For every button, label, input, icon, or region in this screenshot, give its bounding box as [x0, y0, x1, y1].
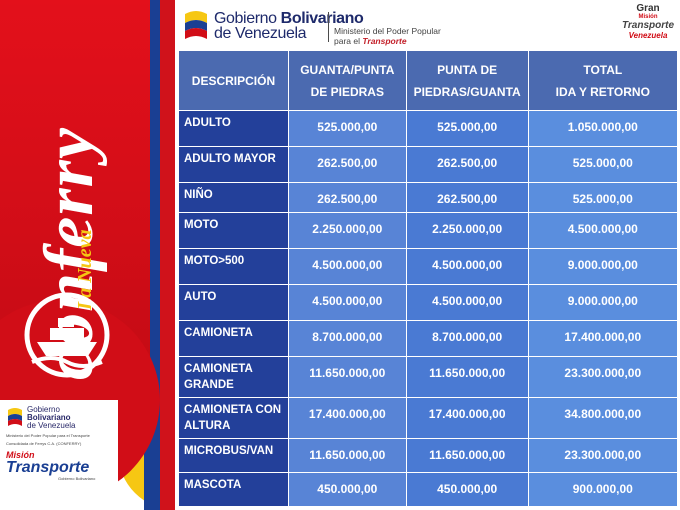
row-total: 34.800.000,00 [527, 397, 679, 439]
gran-line2: Misión [638, 14, 658, 20]
row-description: ADULTO [178, 110, 289, 147]
table-row: CAMIONETA 8.700.000,00 8.700.000,00 17.4… [178, 320, 679, 357]
row-total: 525.000,00 [527, 146, 679, 183]
table-header-row: DESCRIPCIÓN GUANTA/PUNTA DE PIEDRAS PUNT… [178, 50, 679, 111]
header-punta-guanta: PUNTA DE PIEDRAS/GUANTA [405, 50, 529, 111]
row-guanta-punta: 262.500,00 [287, 146, 407, 183]
footer-mision-label: Misión [6, 450, 35, 460]
row-guanta-punta: 450.000,00 [287, 472, 407, 507]
row-total: 4.500.000,00 [527, 212, 679, 249]
row-punta-guanta: 262.500,00 [405, 182, 529, 213]
row-total: 9.000.000,00 [527, 248, 679, 285]
row-guanta-punta: 2.250.000,00 [287, 212, 407, 249]
row-guanta-punta: 11.650.000,00 [287, 438, 407, 473]
table-row: MASCOTA 450.000,00 450.000,00 900.000,00 [178, 472, 679, 507]
footer-gov-line2: Bolivariano [27, 413, 71, 422]
row-description: CAMIONETA GRANDE [178, 356, 289, 398]
row-punta-guanta: 8.700.000,00 [405, 320, 529, 357]
gran-line4: Venezuela [628, 31, 668, 40]
row-punta-guanta: 525.000,00 [405, 110, 529, 147]
header-col2-line1: PUNTA DE [437, 62, 498, 77]
row-description: CAMIONETA [178, 320, 289, 357]
footer-consorcio-text: Consolidada de Ferrys C.A. (CONFERRY) [6, 441, 82, 446]
footer-ministry-text: Ministerio del Poder Popular para el Tra… [6, 433, 90, 438]
row-total: 23.300.000,00 [527, 438, 679, 473]
brand-sidebar: conferry La Nueva Gobierno Bolivariano d… [0, 0, 175, 510]
header-col3-line2: IDA Y RETORNO [555, 84, 650, 99]
table-row: ADULTO MAYOR 262.500,00 262.500,00 525.0… [178, 146, 679, 183]
ministry-text: Ministerio del Poder Popular para el Tra… [334, 26, 441, 46]
table-row: CAMIONETA GRANDE 11.650.000,00 11.650.00… [178, 356, 679, 398]
table-row: MOTO>500 4.500.000,00 4.500.000,00 9.000… [178, 248, 679, 285]
row-description: AUTO [178, 284, 289, 321]
row-guanta-punta: 11.650.000,00 [287, 356, 407, 398]
ministry-line2-prefix: para el [334, 36, 363, 46]
row-description: NIÑO [178, 182, 289, 213]
row-punta-guanta: 11.650.000,00 [405, 356, 529, 398]
row-guanta-punta: 4.500.000,00 [287, 248, 407, 285]
row-total: 900.000,00 [527, 472, 679, 507]
header-guanta-punta: GUANTA/PUNTA DE PIEDRAS [287, 50, 407, 111]
row-punta-guanta: 4.500.000,00 [405, 284, 529, 321]
table-row: ADULTO 525.000,00 525.000,00 1.050.000,0… [178, 110, 679, 147]
red-stripe [160, 0, 175, 510]
row-description: MOTO [178, 212, 289, 249]
row-total: 1.050.000,00 [527, 110, 679, 147]
row-total: 9.000.000,00 [527, 284, 679, 321]
header-col2-line2: PIEDRAS/GUANTA [413, 84, 521, 99]
row-punta-guanta: 17.400.000,00 [405, 397, 529, 439]
venezuela-flag-icon [8, 408, 22, 426]
row-guanta-punta: 8.700.000,00 [287, 320, 407, 357]
header-divider [328, 12, 329, 42]
footer-gov-logo: Gobierno Bolivariano de Venezuela [6, 406, 114, 430]
gov-line1-prefix: Gobierno [214, 10, 281, 27]
footer-gov-text: Gobierno Bolivariano de Venezuela [27, 406, 76, 430]
venezuela-flag-icon [185, 11, 207, 39]
footer-gov-line3: de Venezuela [27, 421, 76, 430]
row-punta-guanta: 11.650.000,00 [405, 438, 529, 473]
header-col1-line2: DE PIEDRAS [310, 84, 384, 99]
row-description: CAMIONETA CON ALTURA [178, 397, 289, 439]
row-description: MOTO>500 [178, 248, 289, 285]
table-row: NIÑO 262.500,00 262.500,00 525.000,00 [178, 182, 679, 213]
table-row: AUTO 4.500.000,00 4.500.000,00 9.000.000… [178, 284, 679, 321]
header-col1-line1: GUANTA/PUNTA [300, 62, 395, 77]
header-total: TOTAL IDA Y RETORNO [527, 50, 679, 111]
page-header: Gobierno Bolivariano de Venezuela Minist… [176, 0, 680, 50]
table-row: CAMIONETA CON ALTURA 17.400.000,00 17.40… [178, 397, 679, 439]
row-total: 525.000,00 [527, 182, 679, 213]
ministry-line1: Ministerio del Poder Popular [334, 26, 441, 36]
row-guanta-punta: 4.500.000,00 [287, 284, 407, 321]
footer-gov-line1: Gobierno [27, 405, 60, 414]
row-guanta-punta: 17.400.000,00 [287, 397, 407, 439]
footer-small-tag: Gobierno Bolivariano [58, 476, 96, 481]
row-punta-guanta: 2.250.000,00 [405, 212, 529, 249]
row-description: MASCOTA [178, 472, 289, 507]
fare-table: DESCRIPCIÓN GUANTA/PUNTA DE PIEDRAS PUNT… [178, 50, 679, 507]
row-total: 23.300.000,00 [527, 356, 679, 398]
row-total: 17.400.000,00 [527, 320, 679, 357]
table-row: MOTO 2.250.000,00 2.250.000,00 4.500.000… [178, 212, 679, 249]
footer-transporte-label: Transporte [6, 459, 90, 476]
row-punta-guanta: 4.500.000,00 [405, 248, 529, 285]
row-punta-guanta: 262.500,00 [405, 146, 529, 183]
header-col3-line1: TOTAL [583, 62, 623, 77]
gov-logo-text: Gobierno Bolivariano de Venezuela [214, 10, 364, 42]
header-descripcion: DESCRIPCIÓN [178, 50, 289, 111]
row-description: ADULTO MAYOR [178, 146, 289, 183]
row-guanta-punta: 262.500,00 [287, 182, 407, 213]
gran-line3: Transporte [621, 20, 675, 31]
ministry-line2-highlight: Transporte [362, 36, 407, 46]
row-description: MICROBUS/VAN [178, 438, 289, 473]
table-row: MICROBUS/VAN 11.650.000,00 11.650.000,00… [178, 438, 679, 473]
ferry-ship-logo-icon [24, 292, 110, 378]
footer-logos: Gobierno Bolivariano de Venezuela Minist… [0, 400, 118, 510]
gran-mision-logo: Gran Misión Transporte Venezuela [620, 4, 676, 48]
gov-line2: de Venezuela [214, 25, 307, 42]
row-punta-guanta: 450.000,00 [405, 472, 529, 507]
gov-line1-bold: Bolivariano [280, 10, 364, 27]
gran-line1: Gran [636, 3, 660, 14]
row-guanta-punta: 525.000,00 [287, 110, 407, 147]
